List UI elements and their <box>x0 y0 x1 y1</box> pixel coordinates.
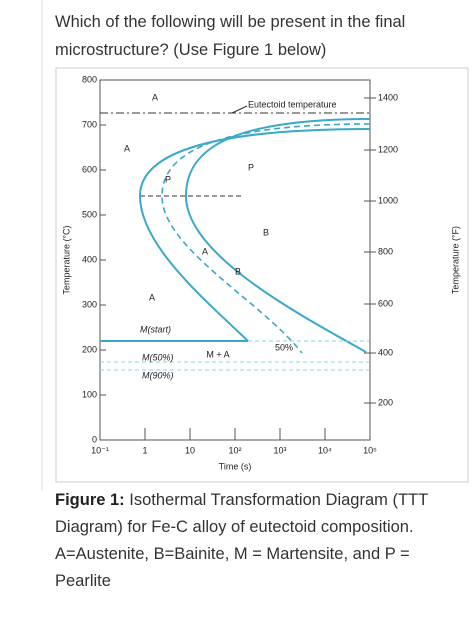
annotation: B <box>263 227 269 237</box>
x-tick-label: 10⁵ <box>363 445 377 455</box>
annotation: M(90%) <box>142 370 174 380</box>
x-tick-label: 10³ <box>273 445 286 455</box>
leader-line <box>231 105 248 114</box>
y-tick-label-right: 400 <box>378 347 393 357</box>
caption-label: Figure 1: <box>55 491 125 509</box>
y-tick-label-right: 1400 <box>378 92 398 102</box>
x-tick-label: 1 <box>142 445 147 455</box>
x-axis-title: Time (s) <box>219 461 252 471</box>
y-tick-label-right: 200 <box>378 397 393 407</box>
start-curve <box>138 128 371 342</box>
figure-frame <box>55 67 469 483</box>
annotation: A <box>124 143 130 153</box>
y-tick-label-left: 400 <box>82 254 97 264</box>
annotation: M(50%) <box>142 352 174 362</box>
annotation: 50% <box>275 342 293 352</box>
y-tick-label-left: 0 <box>92 434 97 444</box>
y-tick-label-left: 100 <box>82 389 97 399</box>
annotation: P <box>165 174 171 184</box>
y-axis-title-left: Temperature (°C) <box>61 225 71 294</box>
annotation: M(start) <box>140 324 171 334</box>
x-tick-label: 10⁴ <box>318 445 332 455</box>
y-tick-label-right: 600 <box>378 298 393 308</box>
y-tick-label-right: 800 <box>378 246 393 256</box>
x-tick-label: 10⁻¹ <box>91 445 109 455</box>
y-tick-label-left: 800 <box>82 74 97 84</box>
caption: Figure 1: Isothermal Transformation Diag… <box>55 487 465 595</box>
y-tick-label-right: 1000 <box>378 195 398 205</box>
x-tick-label: 10 <box>185 445 195 455</box>
y-axis-title-right: Temperature (°F) <box>450 226 460 294</box>
annotation: A <box>202 246 208 256</box>
fifty-percent-curve <box>161 123 371 354</box>
y-tick-label-left: 500 <box>82 209 97 219</box>
annotation: A <box>152 92 158 102</box>
y-tick-label-left: 700 <box>82 119 97 129</box>
y-tick-label-right: 1200 <box>378 144 398 154</box>
finish-curve <box>184 118 371 353</box>
annotation: M + A <box>206 349 229 359</box>
figure: Temperature (°C) Temperature (°F) Time (… <box>41 0 469 490</box>
plot-frame <box>99 79 371 441</box>
annotation: A <box>149 292 155 302</box>
annotation: P <box>248 162 254 172</box>
annotation: Eutectoid temperature <box>248 99 337 109</box>
x-tick-label: 10² <box>228 445 241 455</box>
y-tick-label-left: 200 <box>82 344 97 354</box>
question-text: Which of the following will be present i… <box>55 13 406 59</box>
annotation: B <box>235 266 241 276</box>
caption-text: Isothermal Transformation Diagram (TTT D… <box>55 491 428 590</box>
y-tick-label-left: 300 <box>82 299 97 309</box>
y-tick-label-left: 600 <box>82 164 97 174</box>
